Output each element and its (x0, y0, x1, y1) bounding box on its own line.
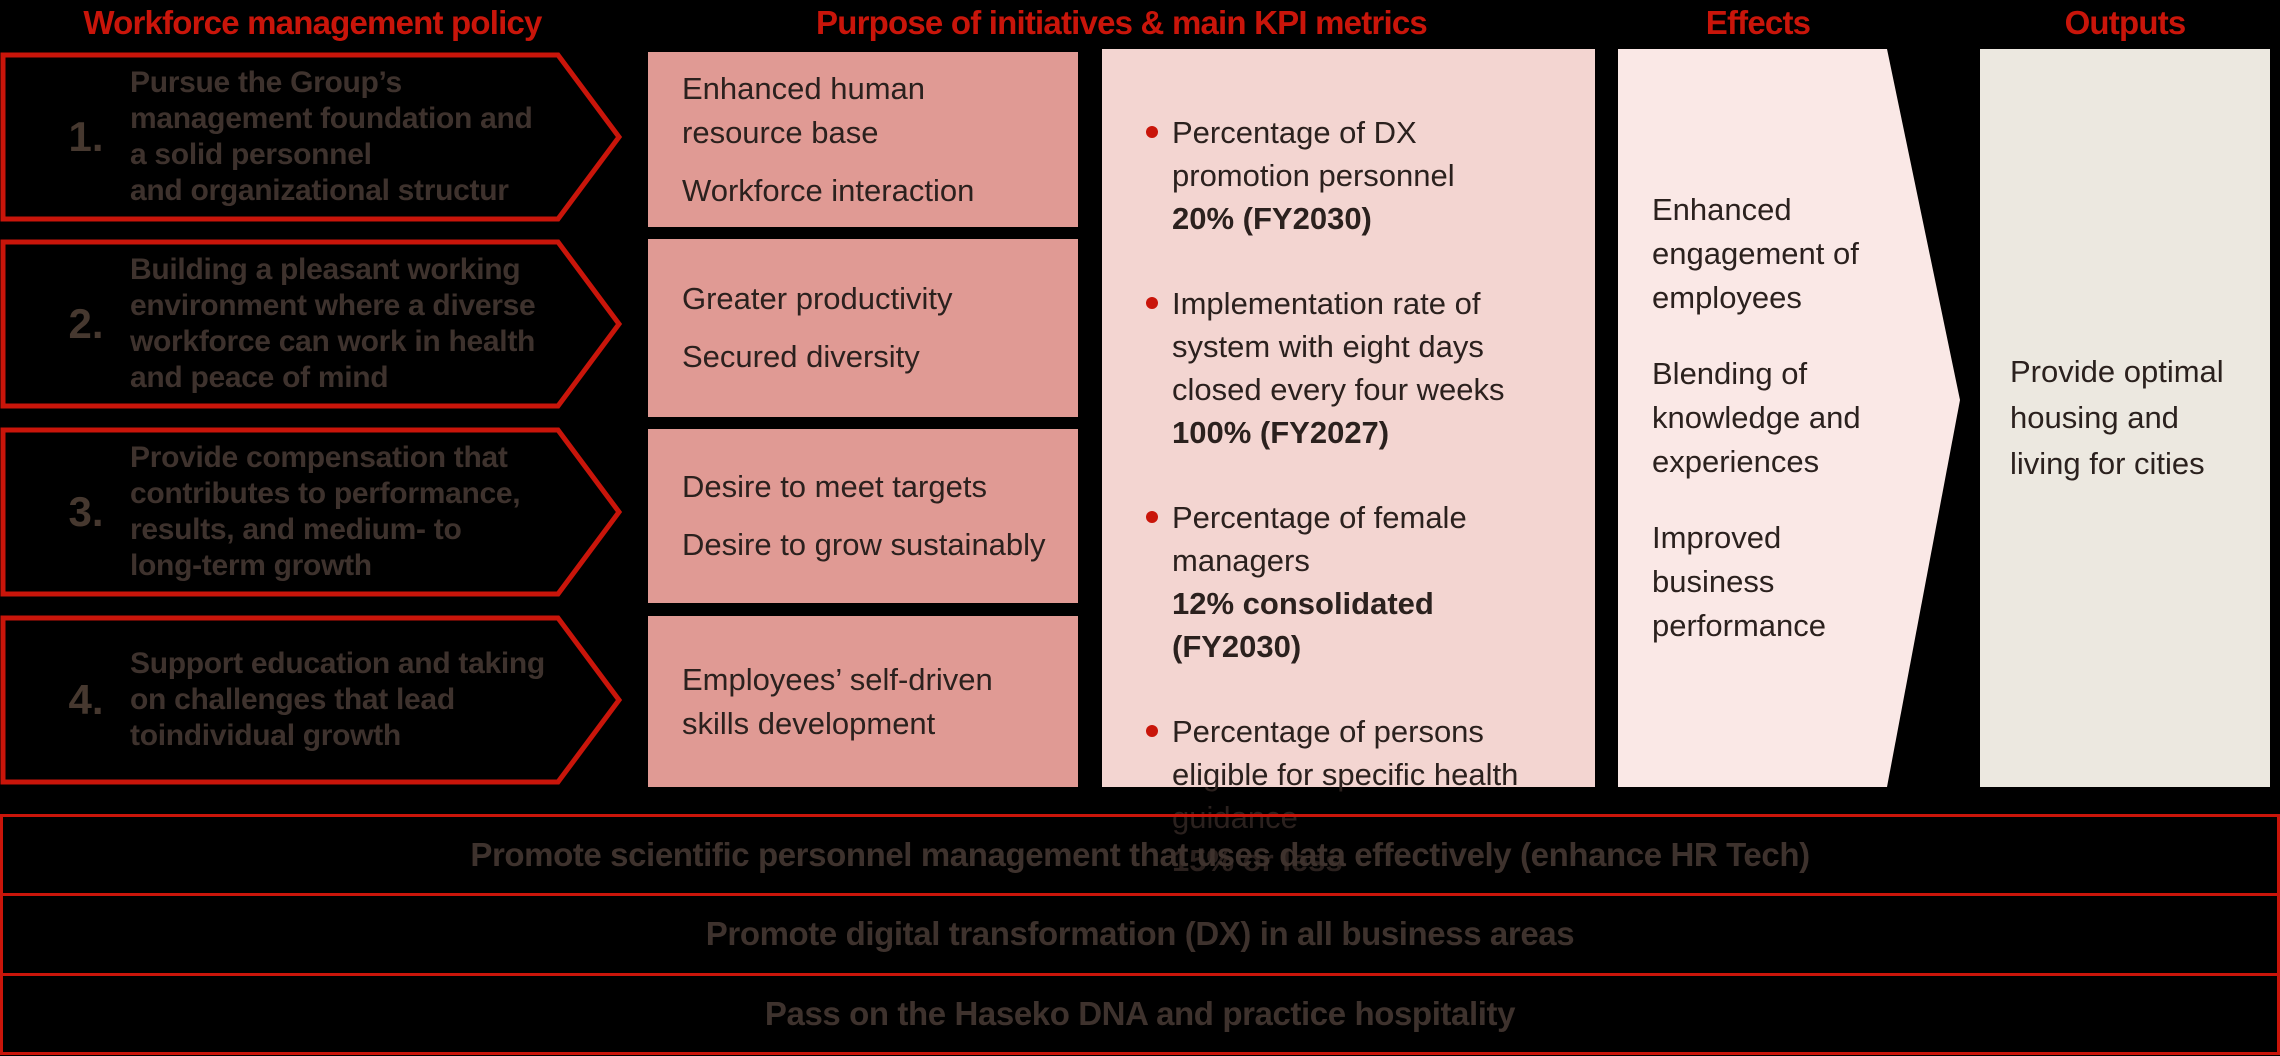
policy-number: 4. (68, 676, 104, 723)
policy-arrow-shape (0, 615, 623, 785)
policy-text: Support education and taking on challeng… (130, 647, 545, 752)
column-header-outputs: Outputs (2064, 4, 2187, 41)
policy-item-1: 1. Pursue the Group’s management foundat… (0, 52, 625, 222)
kpi-item: Percentage of female managers 12% consol… (1146, 496, 1565, 668)
effects-list: Enhanced engagement of employees Blendin… (1652, 49, 1894, 787)
purpose-text: Greater productivity (682, 281, 953, 316)
policy-arrow-shape (0, 427, 623, 597)
bullet-icon (1146, 725, 1158, 737)
kpi-metric-name: Percentage of DX promotion personnel (1172, 115, 1455, 193)
policy-arrow-shape (0, 239, 623, 409)
foundation-bar-1: Promote scientific personnel management … (470, 836, 1810, 874)
column-header-purpose: Purpose of initiatives & main KPI metric… (816, 4, 1428, 41)
kpi-target-value: 20% (FY2030) (1172, 201, 1372, 236)
effect-item: Improved business performance (1652, 520, 1827, 643)
kpi-metric-name: Percentage of female managers (1172, 500, 1467, 578)
policy-number: 2. (68, 300, 104, 347)
column-header-policy: Workforce management policy (83, 4, 542, 41)
policy-text: Provide compensation that contributes to… (130, 441, 521, 582)
purpose-text: Workforce interaction (682, 172, 975, 208)
policy-arrow-shape (0, 52, 623, 222)
kpi-panel: Percentage of DX promotion personnel 20%… (1102, 49, 1595, 878)
policy-item-4: 4. Support education and taking on chall… (0, 615, 625, 785)
effect-item: Blending of knowledge and experiences (1652, 356, 1861, 479)
policy-item-2: 2. Building a pleasant working environme… (0, 239, 625, 409)
bullet-icon (1146, 297, 1158, 309)
kpi-target-value: 12% consolidated (FY2030) (1172, 586, 1434, 664)
kpi-item: Percentage of DX promotion personnel 20%… (1146, 111, 1565, 240)
purpose-text: Employees’ self-driven skills developmen… (682, 661, 993, 741)
policy-item-3: 3. Provide compensation that contributes… (0, 427, 625, 597)
purpose-box-4: Employees’ self-driven skills developmen… (648, 616, 1078, 787)
foundation-bar-3: Pass on the Haseko DNA and practice hosp… (3, 972, 2277, 1052)
foundation-bar-2: Promote digital transformation (DX) in a… (3, 893, 2277, 972)
effect-item: Enhanced engagement of employees (1652, 192, 1859, 315)
column-header-effects: Effects (1705, 4, 1811, 41)
bullet-icon (1146, 126, 1158, 138)
effects-arrow-shape (1618, 49, 1960, 787)
policy-number: 3. (68, 488, 104, 535)
policy-text: Building a pleasant working environment … (130, 253, 536, 394)
purpose-box-2: Greater productivity Secured diversity (648, 239, 1078, 417)
outputs-text: Provide optimal housing and living for c… (2010, 354, 2224, 481)
purpose-text: Desire to meet targets (682, 469, 987, 504)
kpi-metric-name: Implementation rate of system with eight… (1172, 286, 1505, 407)
kpi-item: Percentage of persons eligible for speci… (1146, 710, 1565, 882)
purpose-text: Enhanced human resource base (682, 70, 926, 150)
kpi-item: Implementation rate of system with eight… (1146, 282, 1565, 454)
policy-text: Pursue the Group’s management foundation… (130, 66, 533, 207)
foundation-block: Promote scientific personnel management … (0, 814, 2280, 1055)
bullet-icon (1146, 511, 1158, 523)
purpose-box-1: Enhanced human resource base Workforce i… (648, 52, 1078, 227)
purpose-text: Desire to grow sustainably (682, 527, 1046, 562)
kpi-metric-name: Percentage of persons eligible for speci… (1172, 714, 1519, 835)
outputs-box: Provide optimal housing and living for c… (1980, 49, 2270, 787)
policy-number: 1. (68, 113, 104, 160)
purpose-box-3: Desire to meet targets Desire to grow su… (648, 429, 1078, 603)
kpi-target-value: 100% (FY2027) (1172, 415, 1390, 450)
kpi-target-value: 15% or less (1172, 843, 1343, 878)
purpose-text: Secured diversity (682, 339, 920, 374)
